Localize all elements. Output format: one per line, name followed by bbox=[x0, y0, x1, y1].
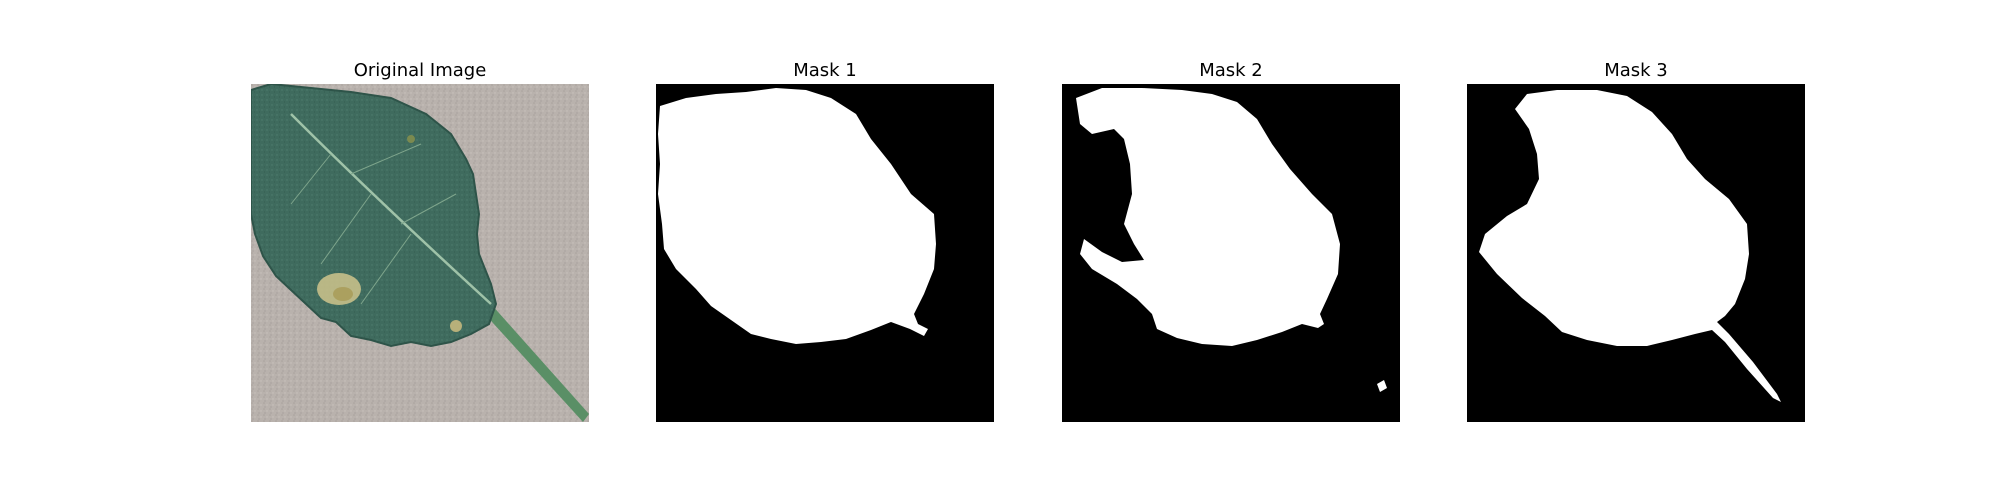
mask-3-title: Mask 3 bbox=[1604, 60, 1668, 81]
original-image-panel: Original Image bbox=[251, 58, 589, 422]
leaf-blade bbox=[251, 84, 498, 348]
leaf-midrib bbox=[290, 113, 492, 305]
mask-2-panel: Mask 2 bbox=[1062, 58, 1400, 422]
mask-2-image bbox=[1062, 84, 1400, 422]
mask-2-title: Mask 2 bbox=[1199, 60, 1263, 81]
mask-3-foreground bbox=[1479, 90, 1781, 402]
mask-1-image bbox=[656, 84, 994, 422]
mask-1-foreground bbox=[658, 88, 936, 344]
leaf-photo bbox=[251, 84, 589, 422]
mask-1-panel: Mask 1 bbox=[656, 58, 994, 422]
original-image-title: Original Image bbox=[353, 60, 487, 81]
mask-3-image bbox=[1467, 84, 1805, 422]
mask-2-foreground bbox=[1076, 88, 1340, 346]
mask-2-speck bbox=[1377, 380, 1387, 392]
mask-1-title: Mask 1 bbox=[793, 60, 857, 81]
leaf-stem bbox=[483, 304, 589, 422]
mask-3-panel: Mask 3 bbox=[1467, 58, 1805, 422]
